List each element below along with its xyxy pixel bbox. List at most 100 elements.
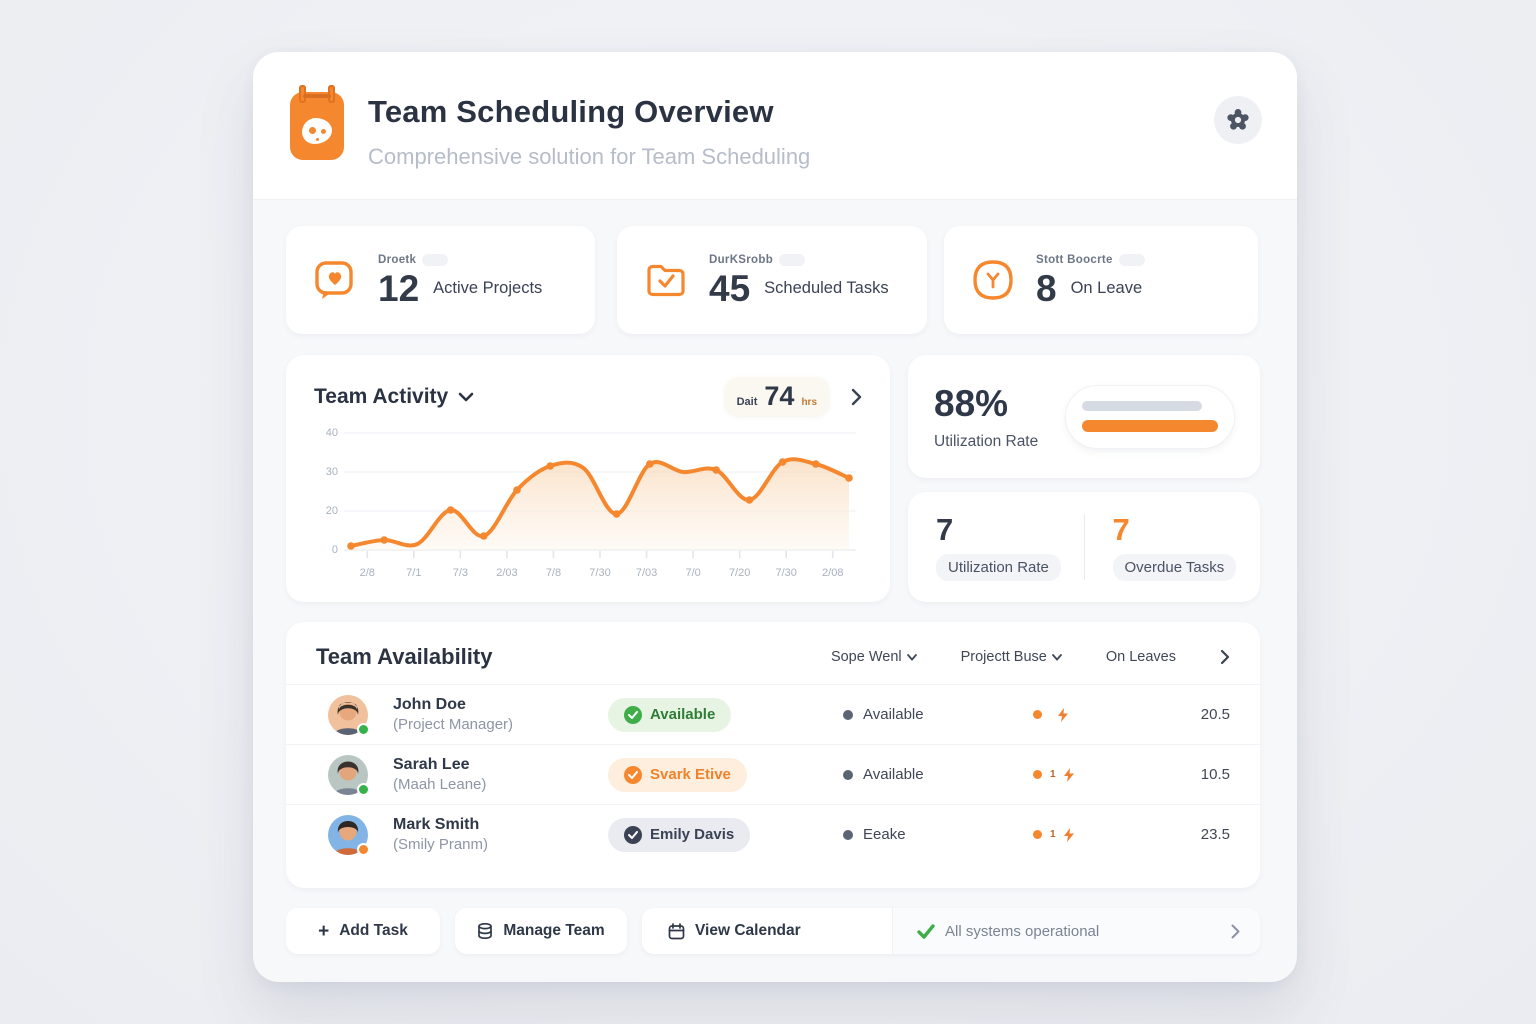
status-dot	[843, 709, 853, 720]
check-circle-icon	[624, 705, 642, 724]
filter-dropdown-1[interactable]: Sope Wenl	[831, 649, 917, 665]
app-window: Team Scheduling Overview Comprehensive s…	[253, 52, 1297, 982]
hours-metric: 23.5	[1200, 826, 1230, 843]
member-name: Mark Smith	[393, 816, 480, 833]
data-point	[347, 542, 355, 550]
view-calendar-button[interactable]: View Calendar	[642, 922, 892, 940]
availability-status: Eeake	[863, 826, 906, 843]
x-tick-label: 7/03	[635, 567, 658, 579]
availability-status: Available	[863, 766, 924, 783]
team-availability-card: Team Availability Sope Wenl Projectt Bus…	[286, 622, 1260, 888]
chevron-right-icon	[851, 388, 862, 405]
footer-bar: View Calendar All systems operational	[642, 908, 1260, 954]
on-leave-value: 8	[1036, 267, 1057, 309]
avatar	[328, 754, 370, 796]
page-title: Team Scheduling Overview	[368, 94, 774, 129]
x-tick-label: 2/8	[359, 567, 375, 579]
scheduled-tasks-label: Scheduled Tasks	[764, 278, 889, 297]
calendar-icon	[668, 922, 685, 939]
scheduled-tasks-value: 45	[709, 267, 751, 309]
database-icon	[478, 923, 493, 939]
system-status[interactable]: All systems operational	[892, 908, 1260, 954]
active-projects-label: Active Projects	[433, 278, 543, 297]
x-tick-label: 7/30	[589, 567, 611, 579]
member-role: (Project Manager)	[393, 716, 514, 733]
x-tick-label: 2/03	[496, 567, 518, 579]
table-row-mark-smith[interactable]: Mark Smith (Smily Pranm) Emily Davis Eea…	[286, 804, 1260, 864]
on-leave-label: On Leave	[1070, 278, 1143, 297]
bolt-icon	[1063, 827, 1074, 842]
filter-dropdown-2[interactable]: Projectt Buse	[961, 649, 1062, 665]
orange-dot	[1033, 770, 1042, 779]
chevron-right-icon	[1231, 924, 1240, 939]
data-point	[480, 532, 488, 540]
data-point	[812, 460, 820, 468]
settings-button[interactable]	[1214, 96, 1262, 144]
manage-team-button[interactable]: Manage Team	[455, 908, 627, 954]
caret-down-icon	[1051, 653, 1062, 661]
green-check-icon	[917, 923, 935, 939]
stat-card-active-projects[interactable]: Droetk 12 Active Projects	[286, 226, 595, 334]
data-point	[778, 458, 787, 466]
header: Team Scheduling Overview Comprehensive s…	[253, 52, 1297, 200]
chevron-right-icon[interactable]	[1220, 649, 1230, 665]
stat-card-scheduled-tasks[interactable]: DurKSrobb 45 Scheduled Tasks	[617, 226, 927, 334]
utilization-gauge	[1066, 385, 1234, 448]
plus-icon: +	[318, 920, 330, 942]
folder-check-icon	[647, 264, 685, 297]
hours-metric: 20.5	[1200, 706, 1230, 723]
data-point	[712, 466, 720, 474]
y-tick-label: 30	[325, 466, 338, 478]
member-name: John Doe	[393, 696, 466, 713]
team-activity-title: Team Activity	[314, 384, 449, 408]
y-tick-label: 40	[325, 427, 338, 439]
app-logo-icon	[290, 85, 344, 160]
overdue-tasks-value: 7	[1112, 511, 1130, 547]
squircle-badge-icon	[973, 260, 1013, 300]
data-point	[845, 474, 853, 482]
status-badge[interactable]: Svark Etive	[608, 757, 747, 792]
utilization-label: Utilization Rate	[934, 432, 1039, 450]
data-point	[612, 510, 621, 518]
active-projects-value: 12	[378, 267, 420, 309]
page-subtitle: Comprehensive solution for Team Scheduli…	[368, 144, 811, 169]
mini-utilization-value: 7	[936, 511, 954, 547]
add-task-button[interactable]: + Add Task	[286, 908, 440, 954]
presence-dot	[357, 782, 370, 796]
x-tick-label: 7/3	[452, 567, 469, 579]
activity-total-badge[interactable]: Dait 74 hrs	[724, 377, 829, 416]
chart-x-axis: 2/8 7/1 7/3 2/03 7/8 7/30 7/03 7/0 7/20 7/30 2/08	[344, 567, 856, 579]
data-point	[513, 486, 521, 494]
status-badge[interactable]: Available	[608, 697, 732, 732]
mini-stats-card: 7 Utilization Rate 7 Overdue Tasks	[908, 492, 1260, 602]
activity-total-value: 74	[764, 381, 795, 411]
stat-tag: DurKSrobb	[709, 253, 889, 266]
data-point	[446, 506, 455, 514]
x-tick-label: 7/1	[406, 567, 422, 579]
data-point	[646, 460, 654, 468]
table-row-sarah-lee[interactable]: Sarah Lee (Maah Leane) Svark Etive Avail…	[286, 744, 1260, 804]
status-badge[interactable]: Emily Davis	[608, 817, 751, 852]
data-point	[745, 496, 754, 504]
team-availability-title: Team Availability	[316, 644, 493, 669]
check-circle-icon	[624, 825, 642, 844]
data-point	[546, 462, 554, 470]
chat-heart-icon	[315, 261, 353, 299]
member-name: Sarah Lee	[393, 756, 470, 773]
x-tick-label: 2/08	[822, 567, 844, 579]
stat-card-on-leave[interactable]: Stott Boocrte 8 On Leave	[944, 226, 1258, 334]
x-tick-label: 7/20	[728, 567, 751, 579]
table-row-john-doe[interactable]: John Doe (Project Manager) Available Ava…	[286, 684, 1260, 744]
avatar	[328, 814, 370, 856]
filter-on-leaves[interactable]: On Leaves	[1105, 649, 1176, 665]
availability-status: Available	[863, 706, 924, 723]
x-tick-label: 7/0	[685, 567, 701, 579]
x-tick-label: 7/30	[775, 567, 797, 579]
bolt-icon	[1063, 767, 1074, 782]
activity-expand-button[interactable]	[851, 388, 862, 406]
team-activity-card: Team Activity Dait 74 hrs 40 30 20 0	[286, 355, 890, 602]
mini-utilization-label: Utilization Rate	[936, 553, 1061, 581]
caret-down-icon	[906, 653, 917, 661]
chevron-down-icon[interactable]	[458, 392, 474, 402]
